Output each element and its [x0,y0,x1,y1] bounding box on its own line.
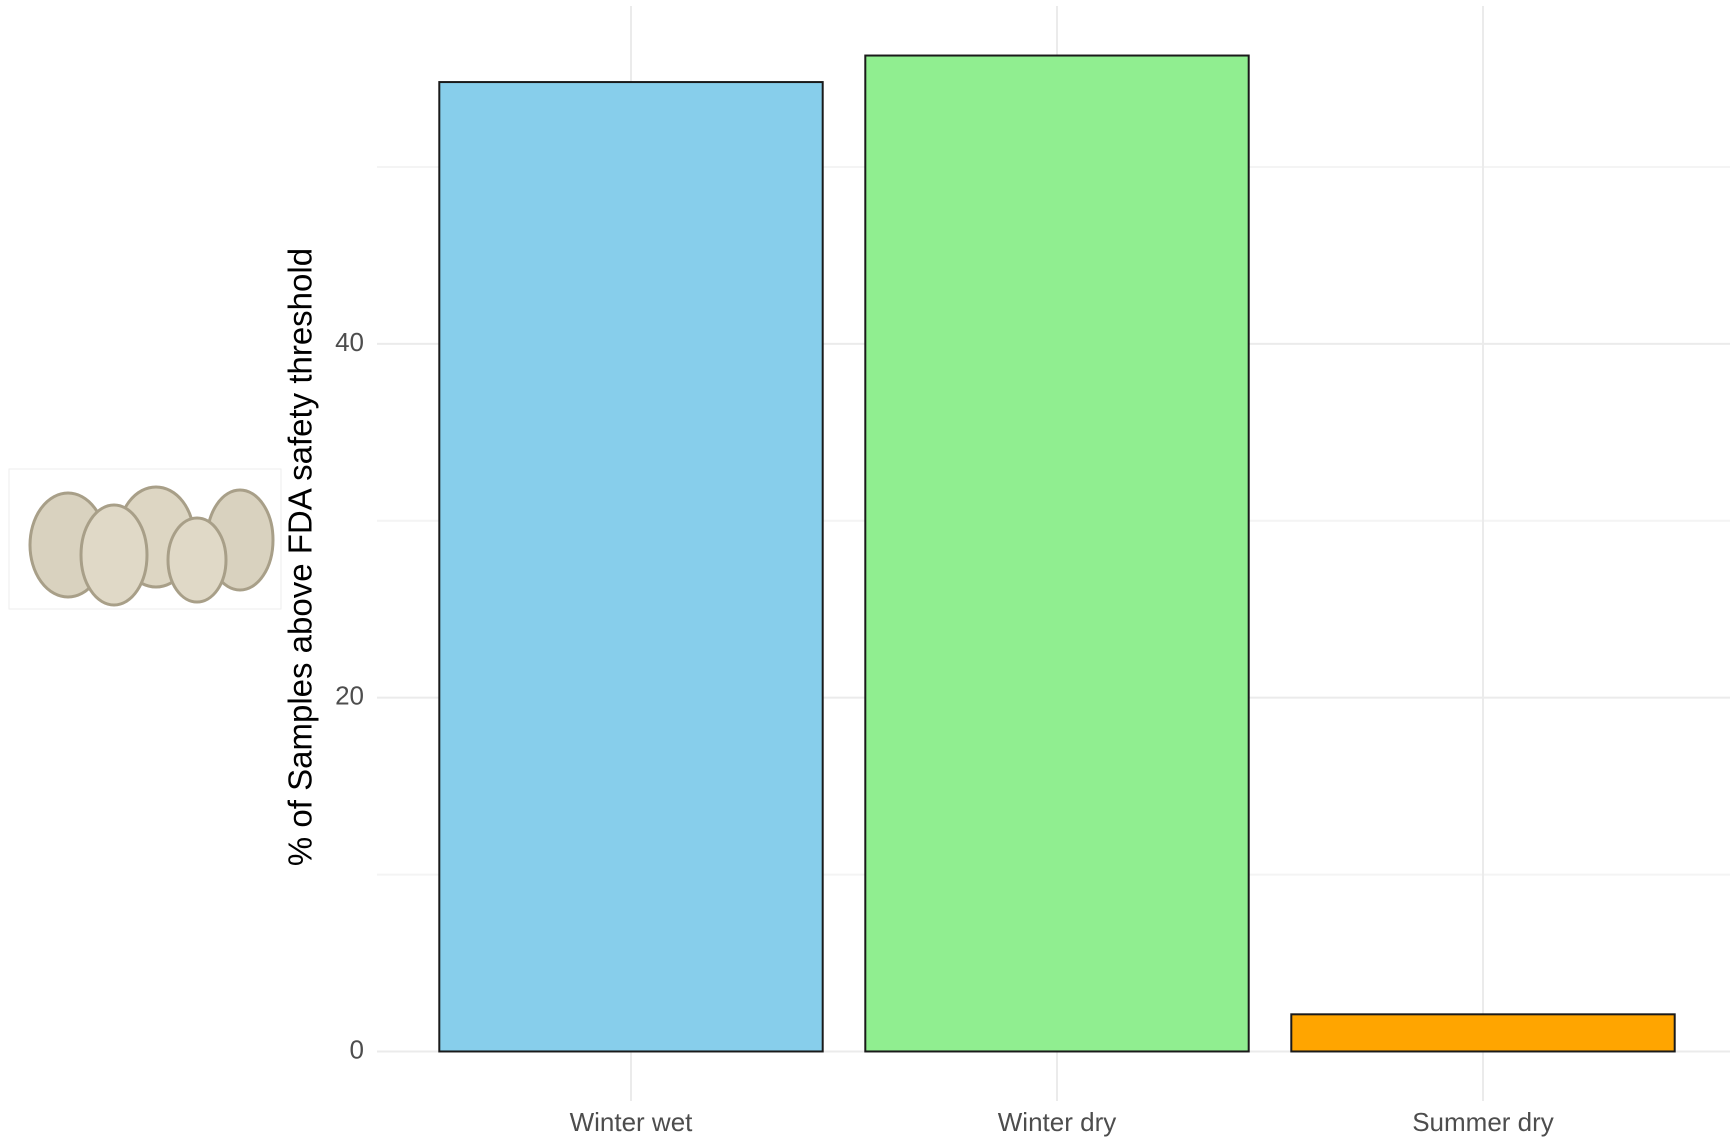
x-tick-label: Winter wet [570,1107,694,1137]
x-tick-label: Summer dry [1412,1107,1554,1137]
oyster-illustration [8,468,282,610]
bar [438,81,824,1053]
y-axis-title: % of Samples above FDA safety threshold [282,248,319,866]
bar [864,54,1250,1053]
y-tick-label: 40 [335,327,364,357]
bar [1290,1013,1676,1053]
oyster [79,503,149,607]
oyster [166,516,228,604]
x-tick-label: Winter dry [998,1107,1116,1137]
y-tick-label: 20 [335,681,364,711]
y-tick-label: 0 [350,1034,364,1064]
